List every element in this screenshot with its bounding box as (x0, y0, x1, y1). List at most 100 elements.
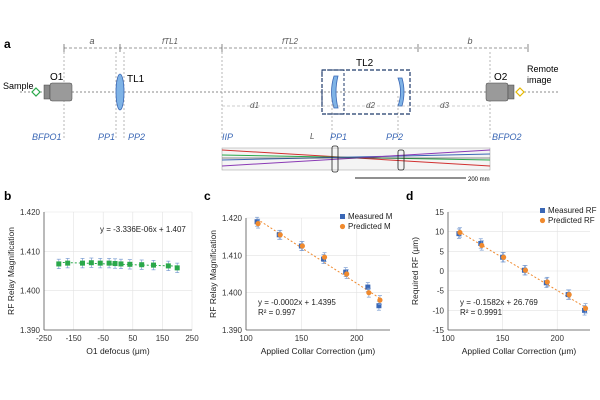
data-point-measured (97, 260, 103, 266)
y-tick-label: 1.410 (20, 247, 41, 256)
chart-d: d -15 -10 -5 0 5 10 15 100 150 200 Applied Collar … (406, 189, 597, 356)
x-tick-label: -50 (97, 334, 109, 343)
data-point-measured (56, 261, 62, 267)
x-axis-label: Applied Collar Correction (μm) (261, 346, 376, 356)
panel-label-d: d (406, 189, 413, 203)
ray-trace-diagram (221, 145, 491, 173)
trend-equation: y = -0.0002x + 1.4395 (258, 298, 336, 307)
pp2-label-a: PP2 (128, 132, 145, 142)
panel-label-c: c (204, 189, 211, 203)
data-point-measured (88, 260, 94, 266)
x-tick-label: 200 (551, 334, 565, 343)
x-tick-label: 100 (239, 334, 253, 343)
trend-equation: y = -3.336E-06x + 1.407 (100, 225, 186, 234)
x-tick-label: 150 (295, 334, 309, 343)
lens-tl2-b-icon (397, 77, 405, 107)
r-squared: R² = 0.997 (258, 308, 296, 317)
dist-ftl1-label: fTL1 (162, 37, 178, 46)
x-tick-label: 200 (350, 334, 364, 343)
y-axis-label: RF Relay Magnification (6, 227, 16, 315)
objective-o1-icon (43, 82, 73, 102)
y-tick-label: 1.400 (20, 287, 41, 296)
data-point-predicted (277, 232, 283, 238)
r-squared: R² = 0.9991 (460, 308, 503, 317)
y-tick-label: 1.400 (222, 289, 243, 298)
o1-label: O1 (50, 72, 64, 83)
data-point-measured (118, 261, 124, 267)
data-point-predicted (544, 279, 550, 285)
y-tick-label: 1.420 (222, 214, 243, 223)
data-point-measured (174, 265, 180, 271)
data-point-predicted (299, 243, 305, 249)
data-point-predicted (501, 254, 507, 260)
x-tick-label: 150 (156, 334, 170, 343)
data-point-predicted (522, 267, 529, 273)
y-tick-label: -10 (432, 306, 444, 315)
iip-label: IIP (222, 132, 233, 142)
dist-l-label: L (310, 132, 314, 141)
bfp-o1-label: BFPO1 (32, 132, 62, 142)
bfp-o2-label: BFPO2 (492, 132, 522, 142)
data-point-measured (139, 262, 145, 268)
panel-a: a a fTL1 fTL2 b Sample O1 TL1 (3, 36, 560, 183)
x-tick-label: 50 (128, 334, 137, 343)
y-tick-label: 1.420 (20, 208, 41, 217)
x-tick-label: 250 (185, 334, 199, 343)
chart-c: c 1.390 1.400 1.410 1.420 100 150 200 Applied C… (204, 189, 393, 356)
trend-line (256, 218, 380, 299)
remote-image-label-2: image (527, 75, 552, 85)
legend-marker-predicted (339, 223, 346, 230)
data-point-measured (127, 261, 133, 267)
dist-ftl2-label: fTL2 (282, 37, 299, 46)
legend-marker-measured (340, 214, 345, 219)
data-point-measured (112, 261, 118, 267)
data-point-predicted (377, 297, 383, 303)
y-tick-label: 15 (435, 208, 444, 217)
data-point-predicted (566, 292, 572, 298)
y-axis-label: Required RF (μm) (410, 237, 420, 305)
sample-label: Sample (3, 81, 34, 91)
x-tick-label: 100 (441, 334, 455, 343)
scale-bar-label: 200 mm (468, 177, 490, 183)
y-tick-label: -5 (437, 287, 445, 296)
data-point-measured (65, 260, 71, 266)
data-point-predicted (582, 305, 589, 311)
data-point-measured (365, 284, 371, 290)
data-point-measured (106, 260, 112, 266)
trend-equation: y = -0.1582x + 26.769 (460, 298, 538, 307)
data-point-predicted (344, 271, 350, 277)
y-tick-label: 10 (435, 228, 444, 237)
pp1-label-b: PP1 (330, 132, 347, 142)
tl1-label: TL1 (127, 74, 145, 85)
objective-o2-icon (485, 82, 515, 102)
x-axis-label: Applied Collar Correction (μm) (462, 346, 577, 356)
y-tick-label: 1.390 (20, 326, 41, 335)
data-point-predicted (366, 290, 372, 296)
remote-image-marker-icon (515, 87, 525, 97)
dist-a-label: a (89, 36, 94, 46)
y-tick-label: -15 (432, 326, 444, 335)
data-point-predicted (321, 254, 328, 260)
dist-b-label: b (467, 36, 472, 46)
data-point-measured (376, 303, 382, 309)
o2-label: O2 (494, 72, 508, 83)
dist-d2-label: d2 (366, 101, 375, 110)
legend-label: Measured RF (548, 206, 597, 215)
dist-d1-label: d1 (250, 101, 259, 110)
sample-marker-icon (31, 87, 41, 97)
legend-marker-measured (540, 208, 545, 213)
tl2-label: TL2 (356, 58, 374, 69)
legend-label: Predicted M (348, 222, 391, 231)
lens-tl2-a-icon (331, 75, 339, 109)
pp2-label-b: PP2 (386, 132, 403, 142)
y-axis-label: RF Relay Magnification (208, 230, 218, 318)
data-point-measured (151, 262, 157, 268)
x-axis-label: O1 defocus (μm) (86, 346, 150, 356)
pp1-label-a: PP1 (98, 132, 115, 142)
y-tick-label: 5 (440, 247, 445, 256)
x-tick-label: -250 (36, 334, 53, 343)
data-point-measured (79, 260, 85, 266)
tl2-frame-inner (321, 69, 345, 115)
y-tick-label: 1.410 (222, 251, 243, 260)
